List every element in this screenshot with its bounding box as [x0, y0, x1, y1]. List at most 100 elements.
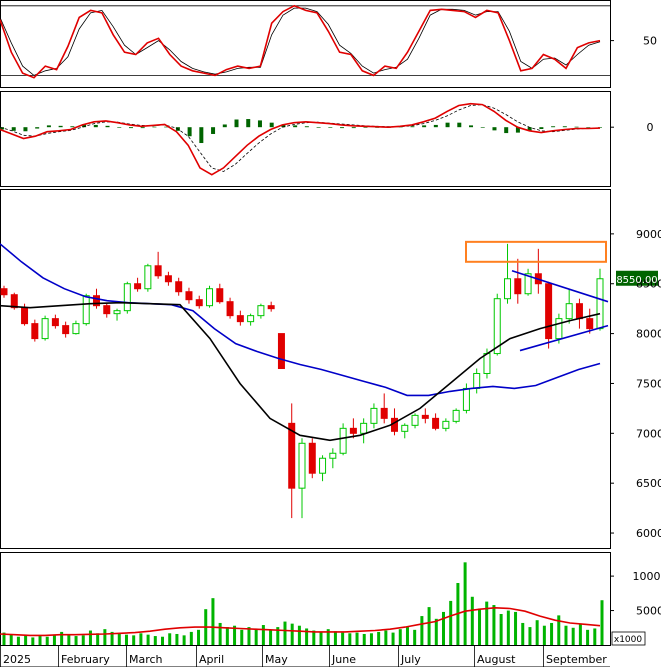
- macd-hist-bar-18: [211, 127, 215, 134]
- macd-hist-bar-19: [223, 124, 227, 127]
- candle-body-2: [22, 308, 28, 324]
- macd-hist-bar-6: [70, 126, 74, 127]
- volume-bar-19: [139, 633, 142, 645]
- candle-body-46: [474, 373, 480, 388]
- volume-bar-80: [579, 624, 582, 645]
- volume-bar-75: [543, 626, 546, 645]
- candle-body-23: [237, 316, 243, 322]
- candle-body-40: [412, 415, 418, 425]
- macd-hist-bar-3: [35, 127, 39, 128]
- volume-bar-76: [550, 623, 553, 645]
- volume-bar-57: [413, 630, 416, 645]
- volume-bar-23: [168, 633, 171, 645]
- volume-bar-2: [17, 637, 20, 645]
- volume-bar-49: [356, 633, 359, 645]
- volume-bar-24: [175, 634, 178, 645]
- volume-bar-69: [500, 614, 503, 645]
- volume-bar-44: [320, 632, 323, 645]
- volume-bar-8: [60, 632, 63, 645]
- macd-hist-bar-36: [422, 125, 426, 127]
- volume-bar-83: [601, 600, 604, 645]
- macd-series-line-0: [0, 105, 600, 172]
- macd-hist-bar-31: [363, 127, 367, 128]
- stoch-series-line-1: [0, 6, 600, 78]
- volume-bar-71: [514, 612, 517, 645]
- volume-bar-6: [46, 637, 49, 645]
- volume-bar-70: [507, 611, 510, 645]
- volume-bar-41: [298, 626, 301, 645]
- candle-body-29: [299, 443, 305, 488]
- volume-bar-43: [312, 631, 315, 645]
- candle-body-56: [576, 304, 582, 319]
- candle-body-17: [176, 282, 182, 292]
- candle-body-41: [422, 415, 428, 418]
- volume-bar-58: [420, 616, 423, 645]
- volume-bar-60: [435, 619, 438, 645]
- candle-body-42: [433, 418, 439, 428]
- macd-hist-bar-13: [152, 127, 156, 128]
- price-y-tick-label-2: 7000: [636, 427, 661, 440]
- macd-hist-bar-17: [199, 127, 203, 143]
- candle-body-7: [73, 324, 79, 334]
- volume-bar-53: [384, 631, 387, 645]
- panel-frame-0: [1, 1, 611, 88]
- candle-body-43: [443, 421, 449, 428]
- candle-body-28: [289, 423, 295, 488]
- candle-body-53: [546, 284, 552, 339]
- volume-bar-78: [564, 626, 567, 645]
- x-month-label-2: March: [129, 653, 163, 666]
- volume-bar-40: [291, 624, 294, 645]
- macd-hist-bar-38: [446, 123, 450, 128]
- volume-bar-47: [341, 633, 344, 645]
- volume-bar-52: [377, 632, 380, 645]
- candle-body-15: [155, 266, 161, 276]
- volume-bar-62: [449, 601, 452, 645]
- volume-bar-27: [197, 630, 200, 645]
- volume-bar-74: [536, 620, 539, 645]
- price-y-tick-label-4: 8000: [636, 328, 661, 341]
- macd-hist-bar-40: [469, 125, 473, 127]
- candle-body-49: [505, 279, 511, 299]
- candle-body-57: [587, 319, 593, 329]
- candle-body-6: [63, 326, 69, 334]
- candle-body-14: [145, 266, 151, 289]
- volume-y-tick-label-1: 10000: [633, 570, 661, 583]
- volume-bar-50: [363, 634, 366, 645]
- macd-hist-bar-2: [23, 127, 27, 131]
- macd-hist-bar-49: [575, 127, 579, 128]
- volume-bar-26: [190, 632, 193, 645]
- macd-hist-bar-20: [235, 120, 239, 128]
- volume-bar-22: [161, 637, 164, 645]
- candle-body-58: [597, 279, 603, 329]
- candle-body-0: [1, 289, 7, 295]
- volume-bar-11: [82, 635, 85, 645]
- volume-bar-37: [269, 630, 272, 645]
- candle-body-12: [124, 284, 130, 311]
- volume-bar-5: [39, 636, 42, 645]
- macd-y-tick-label-0: 0: [647, 121, 654, 134]
- macd-hist-bar-8: [94, 125, 98, 127]
- candle-body-30: [309, 443, 315, 473]
- volume-bar-56: [406, 627, 409, 645]
- macd-hist-bar-39: [457, 123, 461, 128]
- x-month-label-3: April: [199, 653, 224, 666]
- x-month-label-1: February: [61, 653, 110, 666]
- price-annotation-box-0: [466, 242, 606, 262]
- volume-bar-61: [442, 612, 445, 645]
- candle-body-33: [340, 428, 346, 453]
- macd-hist-bar-12: [141, 127, 145, 128]
- candle-body-50: [515, 279, 521, 294]
- volume-bar-81: [586, 630, 589, 645]
- macd-hist-bar-11: [129, 127, 133, 128]
- price-y-tick-label-6: 9000: [636, 228, 661, 241]
- volume-bar-54: [392, 633, 395, 645]
- candle-body-4: [42, 319, 48, 339]
- candle-body-26: [268, 306, 274, 309]
- price-y-tick-label-0: 6000: [636, 527, 661, 540]
- macd-hist-bar-10: [117, 127, 121, 128]
- volume-bar-29: [211, 598, 214, 645]
- macd-hist-bar-21: [246, 119, 250, 127]
- macd-hist-bar-16: [188, 127, 192, 136]
- x-month-label-5: June: [331, 653, 356, 666]
